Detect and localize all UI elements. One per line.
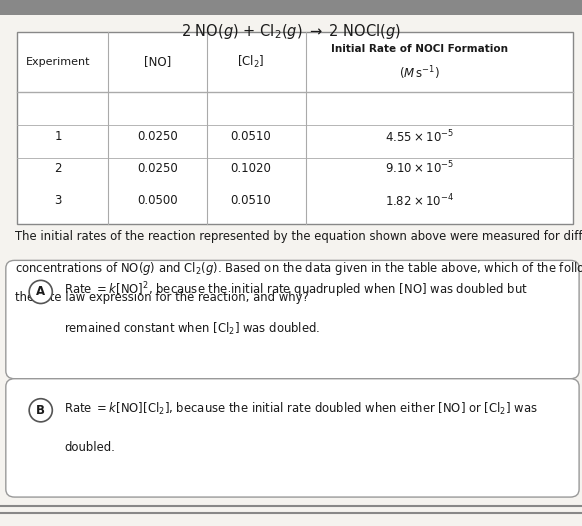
Text: 2 NO$(g)$ + Cl$_2$$(g)$ $\rightarrow$ 2 NOCl$(g)$: 2 NO$(g)$ + Cl$_2$$(g)$ $\rightarrow$ 2 … [181, 22, 401, 41]
Text: [NO]: [NO] [144, 55, 171, 68]
Text: 0.0500: 0.0500 [137, 195, 178, 207]
Text: B: B [36, 404, 45, 417]
Text: 0.0510: 0.0510 [230, 130, 271, 143]
Text: 0.1020: 0.1020 [230, 162, 271, 175]
Text: $4.55 \times 10^{-5}$: $4.55 \times 10^{-5}$ [385, 128, 453, 145]
Text: 2: 2 [55, 162, 62, 175]
Text: concentrations of NO$(g)$ and Cl$_2$$(g)$. Based on the data given in the table : concentrations of NO$(g)$ and Cl$_2$$(g)… [15, 260, 582, 277]
Text: [Cl$_2$]: [Cl$_2$] [236, 54, 264, 70]
Text: Rate $= k$[NO]$^2$, because the initial rate quadrupled when [NO] was doubled bu: Rate $= k$[NO]$^2$, because the initial … [64, 280, 528, 300]
FancyBboxPatch shape [6, 260, 579, 379]
Text: 0.0250: 0.0250 [137, 130, 178, 143]
Text: the rate law expression for the reaction, and why?: the rate law expression for the reaction… [15, 291, 308, 304]
Text: 0.0510: 0.0510 [230, 195, 271, 207]
FancyBboxPatch shape [6, 379, 579, 497]
Text: The initial rates of the reaction represented by the equation shown above were m: The initial rates of the reaction repres… [15, 230, 582, 243]
Text: doubled.: doubled. [64, 441, 115, 453]
Text: $1.82 \times 10^{-4}$: $1.82 \times 10^{-4}$ [385, 193, 453, 209]
Text: remained constant when [Cl$_2$] was doubled.: remained constant when [Cl$_2$] was doub… [64, 321, 320, 337]
FancyBboxPatch shape [17, 32, 573, 224]
Text: Initial Rate of NOCl Formation: Initial Rate of NOCl Formation [331, 44, 508, 54]
Text: 3: 3 [55, 195, 62, 207]
Ellipse shape [29, 399, 52, 422]
Text: Rate $= k$[NO][Cl$_2$], because the initial rate doubled when either [NO] or [Cl: Rate $= k$[NO][Cl$_2$], because the init… [64, 401, 538, 417]
Text: $(M\,\mathrm{s}^{-1})$: $(M\,\mathrm{s}^{-1})$ [399, 65, 439, 82]
Text: 1: 1 [55, 130, 62, 143]
Text: Experiment: Experiment [26, 57, 90, 67]
FancyBboxPatch shape [0, 0, 582, 15]
Text: A: A [36, 286, 45, 298]
Text: $9.10 \times 10^{-5}$: $9.10 \times 10^{-5}$ [385, 160, 453, 177]
Text: 0.0250: 0.0250 [137, 162, 178, 175]
Ellipse shape [29, 280, 52, 304]
